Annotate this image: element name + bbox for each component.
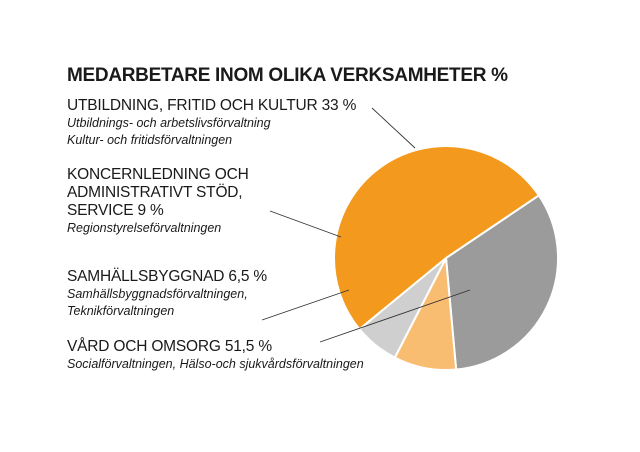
label-vard-omsorg: VÅRD OCH OMSORG 51,5 % Socialförvaltning… — [67, 338, 364, 373]
label-utbildning-title-line: UTBILDNING, FRITID OCH KULTUR 33 % — [67, 97, 357, 114]
label-koncernledning: KONCERNLEDNING OCH ADMINISTRATIVT STÖD, … — [67, 166, 249, 237]
label-utbildning-sub-line: Utbildnings- och arbetslivsförvaltning — [67, 116, 271, 130]
label-vard-omsorg-title-line: VÅRD OCH OMSORG 51,5 % — [67, 338, 272, 355]
leader-vard-omsorg — [319, 289, 471, 343]
leader-koncernledning — [269, 210, 342, 238]
chart-title: MEDARBETARE INOM OLIKA VERKSAMHETER % — [67, 65, 508, 86]
label-koncernledning-title-line: KONCERNLEDNING OCH — [67, 166, 249, 183]
slice-vard-omsorg — [333, 145, 541, 331]
label-koncernledning-title-line: ADMINISTRATIVT STÖD, — [67, 184, 243, 201]
slice-utbildning — [444, 193, 559, 371]
label-samhallsbyggnad-sub-line: Teknikförvaltningen — [67, 304, 175, 318]
label-samhallsbyggnad-sub-line: Samhällsbyggnadsförvaltningen, — [67, 287, 248, 301]
label-vard-omsorg-sub-line: Socialförvaltningen, Hälso-och sjukvårds… — [67, 357, 364, 371]
leader-utbildning — [371, 107, 416, 149]
label-koncernledning-sub-line: Regionstyrelseförvaltningen — [67, 221, 222, 235]
label-samhallsbyggnad: SAMHÄLLSBYGGNAD 6,5 % Samhällsbyggnadsfö… — [67, 268, 267, 320]
label-utbildning-sub-line: Kultur- och fritidsförvaltningen — [67, 133, 233, 147]
label-samhallsbyggnad-title-line: SAMHÄLLSBYGGNAD 6,5 % — [67, 268, 267, 285]
label-koncernledning-title-line: SERVICE 9 % — [67, 202, 164, 219]
leader-samhallsbyggnad — [261, 289, 350, 321]
label-utbildning: UTBILDNING, FRITID OCH KULTUR 33 % Utbil… — [67, 97, 356, 149]
